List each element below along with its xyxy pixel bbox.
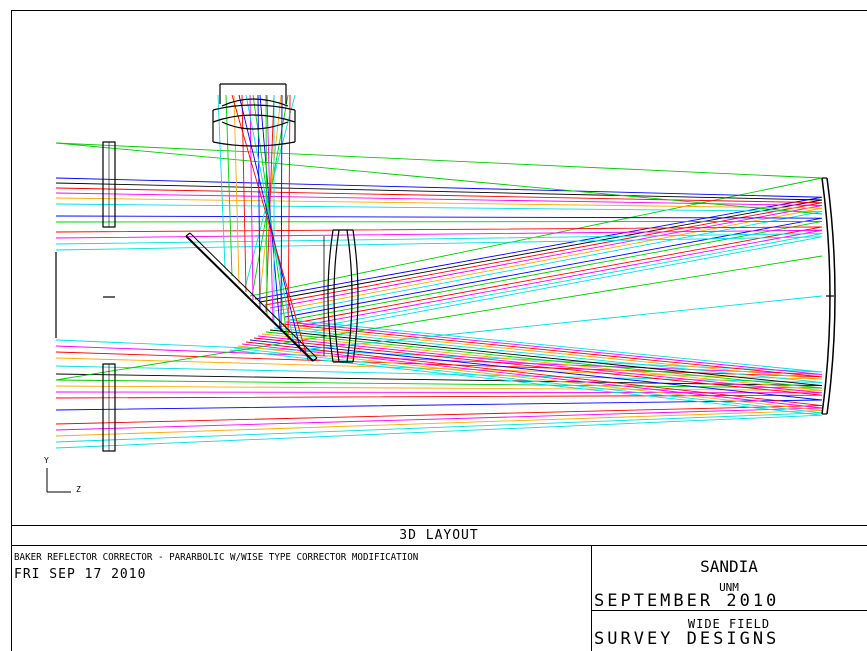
axis-label-z: Z <box>76 485 81 494</box>
org-line-5: SURVEY DESIGNS <box>594 629 780 649</box>
design-date: FRI SEP 17 2010 <box>14 567 147 582</box>
design-description: BAKER REFLECTOR CORRECTOR - PARARBOLIC W… <box>14 552 419 563</box>
optical-layout-diagram <box>46 83 836 493</box>
ray-upper-11 <box>55 233 823 330</box>
ray-upper-2 <box>55 182 823 303</box>
field-lens-group <box>323 229 359 363</box>
ray-camera-6 <box>265 94 268 317</box>
ray-lower-1 <box>55 321 823 375</box>
ray-camera-b-5 <box>259 94 281 329</box>
optical-elements <box>46 83 836 493</box>
ray-lower-6 <box>55 331 823 389</box>
camera-lens-group <box>212 83 296 147</box>
ray-bundles <box>55 94 823 449</box>
ray-camera-0 <box>217 94 226 269</box>
title-block-rule-2 <box>11 545 867 546</box>
ray-lower-10 <box>55 339 823 411</box>
ray-upper-5 <box>55 197 823 312</box>
org-line-4: WIDE FIELD <box>687 617 771 631</box>
ray-camera-9 <box>287 94 291 341</box>
ray-camera-b-9 <box>231 94 309 361</box>
ray-lower-4 <box>55 327 823 383</box>
ray-cross-1 <box>55 255 823 381</box>
title-block-top-rule <box>11 525 867 526</box>
ray-camera-b-7 <box>245 94 295 345</box>
ray-lower-5 <box>55 329 823 387</box>
layout-title: 3D LAYOUT <box>399 528 479 543</box>
org-line-1: SANDIA <box>700 557 758 576</box>
ray-lower-3 <box>55 325 823 380</box>
ray-camera-b-8 <box>238 94 302 353</box>
central-obstruction <box>55 252 115 338</box>
ray-cross-2 <box>299 295 823 351</box>
corrector-plate <box>102 141 116 452</box>
primary-mirror <box>821 177 836 415</box>
ray-lower-11 <box>55 341 823 425</box>
axis-label-y: Y <box>44 456 49 465</box>
ray-upper-3 <box>55 187 823 306</box>
title-block-divider <box>591 545 592 651</box>
ray-upper-9 <box>55 226 823 324</box>
org-line-3: SEPTEMBER 2010 <box>594 591 780 611</box>
ray-upper-6 <box>55 203 823 315</box>
ray-upper-1 <box>55 177 823 300</box>
ray-upper-8 <box>55 220 823 321</box>
ray-camera-3 <box>241 94 247 293</box>
ray-upper-12 <box>55 236 823 333</box>
ray-camera-8 <box>280 94 283 333</box>
coordinate-axes <box>46 468 71 493</box>
org-line-2: UNM <box>719 581 739 594</box>
ray-camera-5 <box>257 94 261 309</box>
ray-lower-8 <box>55 335 823 394</box>
ray-upper-7 <box>55 215 823 318</box>
diagonal-fold-mirror <box>185 232 318 362</box>
title-block-rule-3 <box>591 610 867 611</box>
ray-marginal-top <box>55 142 823 215</box>
ray-lower-7 <box>55 333 823 391</box>
ray-lower-12 <box>55 343 823 431</box>
ray-lower-15 <box>55 349 823 449</box>
ray-camera-2 <box>233 94 240 285</box>
ray-upper-4 <box>55 192 823 309</box>
ray-upper-10 <box>55 229 823 327</box>
ray-camera-1 <box>225 94 233 277</box>
drawing-frame <box>11 10 867 651</box>
ray-lower-9 <box>55 337 823 399</box>
ray-lower-0 <box>55 319 823 373</box>
